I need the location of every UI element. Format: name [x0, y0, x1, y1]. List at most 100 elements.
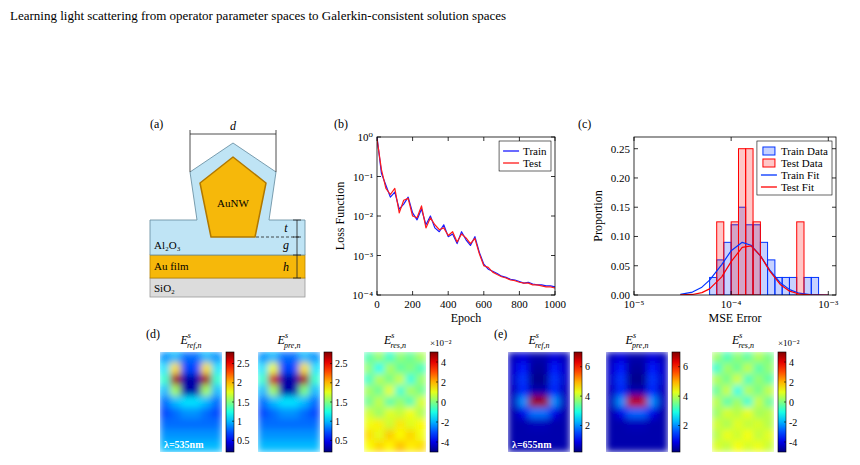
field-cell: [374, 429, 385, 441]
colorbar-tick: [330, 421, 332, 422]
field-cell: [160, 407, 171, 419]
colorbar-label: 0: [789, 397, 794, 408]
field-cell: [170, 374, 181, 386]
tick-label: 10⁻³: [818, 298, 839, 310]
field-map: [508, 352, 570, 452]
field-cell: [606, 418, 617, 430]
field-cell: [258, 352, 269, 363]
field-cell: [626, 407, 637, 419]
field-cell: [616, 407, 627, 419]
field-cell: [616, 396, 627, 408]
field-cell: [722, 407, 733, 419]
tick-label: 0.00: [611, 289, 631, 301]
field-cell: [637, 352, 648, 363]
tick: [555, 291, 556, 295]
field-cell: [539, 374, 550, 386]
field-cell: [743, 418, 754, 430]
chart: 10⁻⁵10⁻⁴10⁻³0.000.050.100.150.200.25MSE …: [591, 137, 839, 325]
wavelength-label: λ=655nm: [512, 439, 552, 450]
field-cell: [268, 374, 279, 386]
colorbar-tick: [232, 382, 234, 383]
field-cell: [508, 363, 519, 375]
field-cell: [616, 441, 627, 452]
field-cell: [626, 385, 637, 397]
field-cell: [201, 374, 212, 386]
field-cell: [657, 352, 668, 363]
field-cell: [657, 363, 668, 375]
field-cell: [732, 429, 743, 441]
colorbar-tick: [678, 396, 680, 397]
field-cell: [559, 385, 570, 397]
label: h: [283, 260, 289, 274]
field-cell: [211, 407, 222, 419]
tick: [412, 291, 413, 295]
field-cell: [268, 441, 279, 452]
field-cell: [258, 363, 269, 375]
field-cell: [201, 418, 212, 430]
field-cell: [395, 396, 406, 408]
field-cell: [722, 429, 733, 441]
field-cell: [616, 374, 627, 386]
field-cell: [278, 441, 289, 452]
field-cell: [191, 407, 202, 419]
field-cell: [258, 429, 269, 441]
field-cell: [732, 407, 743, 419]
tick-label: 0.05: [611, 260, 631, 272]
colorbar-label: 2: [441, 377, 446, 388]
field-cell: [191, 352, 202, 363]
field-cell: [201, 396, 212, 408]
field-cell: [712, 407, 723, 419]
histogram-bar: [731, 222, 738, 295]
tick: [551, 137, 555, 138]
colorbar-tick: [232, 402, 234, 403]
colorbar-label: 0.5: [237, 435, 250, 446]
field-map: [160, 352, 222, 452]
tick-label: 200: [404, 298, 421, 310]
field-cell: [763, 396, 774, 408]
field-cell: [415, 429, 426, 441]
label: d: [230, 119, 237, 133]
tick: [828, 137, 829, 141]
field-cell: [637, 396, 648, 408]
field-cell: [559, 396, 570, 408]
tick: [377, 255, 381, 256]
colorbar-tick: [784, 422, 786, 423]
field-cell: [637, 429, 648, 441]
field-cell: [539, 363, 550, 375]
field-cell: [528, 407, 539, 419]
field-cell: [364, 429, 375, 441]
colorbar-label: 1.5: [335, 397, 348, 408]
colorbar-label: 2: [585, 420, 590, 431]
field-cell: [191, 374, 202, 386]
label: Au film: [154, 260, 189, 272]
field-cell: [626, 418, 637, 430]
field-map: [606, 352, 668, 452]
tick: [551, 295, 555, 296]
field-cell: [364, 441, 375, 452]
colorbar-tick: [678, 366, 680, 367]
field-cell: [211, 363, 222, 375]
field-cell: [559, 352, 570, 363]
field-cell: [170, 418, 181, 430]
field-cell: [289, 374, 300, 386]
field-cell: [160, 363, 171, 375]
field-cell: [616, 363, 627, 375]
field-cell: [753, 418, 764, 430]
colorbar-label: 4: [683, 391, 688, 402]
dimension: [293, 255, 301, 256]
colorbar-tick: [330, 363, 332, 364]
field-cell: [415, 396, 426, 408]
field-cell: [278, 396, 289, 408]
field-cell: [647, 441, 658, 452]
field-cell: [763, 418, 774, 430]
field-cell: [309, 396, 320, 408]
field-cell: [405, 429, 416, 441]
histogram-bar: [811, 277, 818, 295]
tick: [551, 216, 555, 217]
tick: [555, 137, 556, 141]
colorbar-label: -2: [441, 417, 449, 428]
field-cell: [415, 407, 426, 419]
field-cell: [395, 374, 406, 386]
tick: [634, 265, 638, 266]
field-cell: [712, 418, 723, 430]
